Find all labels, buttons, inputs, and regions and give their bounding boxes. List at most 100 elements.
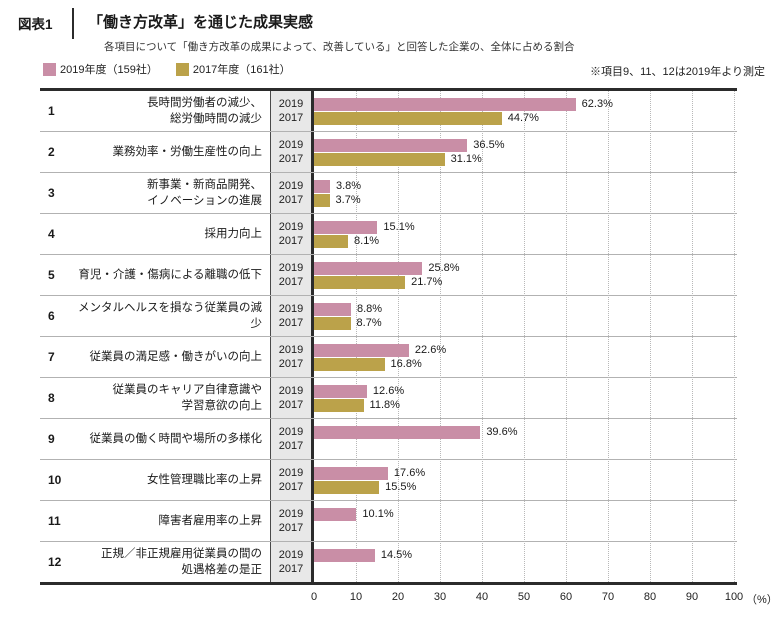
- year-label: 2019: [278, 548, 304, 561]
- bar-value-label: 31.1%: [450, 153, 482, 165]
- bar-line-2019: 39.6%: [314, 425, 737, 439]
- year-label: 2017: [278, 522, 304, 534]
- year-column: 2019 2017: [270, 501, 314, 541]
- bar-value-label: 16.8%: [390, 358, 422, 370]
- row-number: 12: [48, 555, 62, 569]
- bar-line-2017: [314, 440, 737, 453]
- year-column: 2019 2017: [270, 296, 314, 336]
- bar-area: 62.3% 44.7%: [314, 91, 737, 131]
- chart-row: 6 メンタルヘルスを損なう従業員の減少 2019 2017 8.8% 8.7%: [40, 295, 737, 336]
- row-label: 障害者雇用率の上昇: [158, 514, 263, 527]
- axis-tick-label: 60: [559, 591, 573, 603]
- bar-2019: [314, 466, 388, 480]
- year-column: 2019 2017: [270, 173, 314, 213]
- year-column: 2019 2017: [270, 542, 314, 582]
- bar-line-2017: 15.5%: [314, 480, 737, 494]
- chart-row: 11 障害者雇用率の上昇 2019 2017 10.1%: [40, 500, 737, 541]
- bar-line-2019: 22.6%: [314, 343, 737, 357]
- year-column: 2019 2017: [270, 419, 314, 459]
- bar-value-label: 21.7%: [411, 276, 443, 288]
- legend-item-2019: 2019年度（159社）: [43, 61, 158, 77]
- bar-line-2017: 3.7%: [314, 193, 737, 207]
- year-label: 2017: [278, 194, 304, 206]
- bar-line-2017: 11.8%: [314, 398, 737, 412]
- year-label: 2017: [278, 399, 304, 411]
- legend: 2019年度（159社） 2017年度（161社）: [43, 61, 291, 77]
- row-number: 5: [48, 268, 55, 282]
- bar-area: 25.8% 21.7%: [314, 255, 737, 295]
- bar-line-2017: 8.7%: [314, 316, 737, 330]
- year-label: 2017: [278, 317, 304, 329]
- row-label: 業務効率・労働生産性の向上: [112, 145, 263, 158]
- bar-2017: [314, 357, 385, 371]
- year-label: 2017: [278, 153, 304, 165]
- year-column: 2019 2017: [270, 337, 314, 377]
- row-number: 9: [48, 432, 55, 446]
- bar-line-2019: 17.6%: [314, 466, 737, 480]
- row-number: 1: [48, 104, 55, 118]
- year-column: 2019 2017: [270, 255, 314, 295]
- bar-2019: [314, 220, 378, 234]
- bar-2017: [314, 193, 330, 207]
- year-label: 2017: [278, 112, 304, 124]
- row-label: 育児・介護・傷病による離職の低下: [78, 268, 262, 281]
- bar-area: 3.8% 3.7%: [314, 173, 737, 213]
- bar-line-2017: 31.1%: [314, 152, 737, 166]
- bar-2019: [314, 343, 409, 357]
- bar-line-2019: 15.1%: [314, 220, 737, 234]
- axis-tick-label: 20: [391, 591, 405, 603]
- bar-2019: [314, 507, 357, 521]
- year-column: 2019 2017: [270, 214, 314, 254]
- bar-area: 39.6%: [314, 419, 737, 459]
- bar-area: 12.6% 11.8%: [314, 378, 737, 418]
- bar-2019: [314, 384, 367, 398]
- row-number: 8: [48, 391, 55, 405]
- measurement-note: ※項目9、11、12は2019年より測定: [589, 66, 765, 78]
- row-label: 従業員の満足感・働きがいの向上: [89, 350, 263, 363]
- chart-row: 9 従業員の働く時間や場所の多様化 2019 2017 39.6%: [40, 418, 737, 459]
- bar-value-label: 39.6%: [486, 426, 518, 438]
- year-label: 2017: [278, 276, 304, 288]
- bar-value-label: 25.8%: [428, 262, 460, 274]
- legend-label-2017: 2017年度（161社）: [192, 64, 291, 76]
- x-axis: （%） 0 10 20 30 40 50 60 70 80 90 100: [311, 591, 778, 606]
- bar-area: 14.5%: [314, 542, 737, 582]
- bar-value-label: 44.7%: [507, 112, 539, 124]
- year-label: 2017: [278, 235, 304, 247]
- bar-area: 10.1%: [314, 501, 737, 541]
- bar-value-label: 36.5%: [473, 139, 505, 151]
- year-label: 2019: [278, 97, 304, 110]
- axis-tick-label: 40: [475, 591, 489, 603]
- row-number: 4: [48, 227, 55, 241]
- bar-line-2017: 44.7%: [314, 111, 737, 125]
- bar-area: 22.6% 16.8%: [314, 337, 737, 377]
- bar-line-2017: [314, 522, 737, 535]
- bar-value-label: 22.6%: [414, 344, 447, 356]
- year-label: 2019: [278, 507, 304, 520]
- year-column: 2019 2017: [270, 460, 314, 500]
- year-label: 2017: [278, 440, 304, 452]
- bar-2019: [314, 302, 351, 316]
- year-label: 2017: [278, 358, 304, 370]
- row-label: 正規／非正規雇用従業員の間の 処遇格差の是正: [101, 547, 262, 576]
- row-label: 新事業・新商品開発、 イノベーションの進展: [147, 178, 262, 207]
- bar-value-label: 3.8%: [335, 180, 362, 192]
- row-label: メンタルヘルスを損なう従業員の減少: [78, 301, 262, 330]
- chart-row: 12 正規／非正規雇用従業員の間の 処遇格差の是正 2019 2017 14.5%: [40, 541, 737, 582]
- bar-value-label: 12.6%: [372, 385, 405, 397]
- axis-tick-label: 10: [349, 591, 363, 603]
- bar-2019: [314, 97, 576, 111]
- bar-2019: [314, 138, 468, 152]
- bar-2019: [314, 179, 330, 193]
- chart-body: 1 長時間労働者の減少、 総労働時間の減少 2019 2017 62.3% 44.…: [40, 91, 737, 582]
- row-number: 3: [48, 186, 55, 200]
- chart-row: 1 長時間労働者の減少、 総労働時間の減少 2019 2017 62.3% 44.…: [40, 91, 737, 131]
- bar-value-label: 62.3%: [581, 98, 613, 110]
- row-label: 従業員の働く時間や場所の多様化: [89, 432, 263, 445]
- row-label: 長時間労働者の減少、 総労働時間の減少: [147, 96, 262, 125]
- bar-line-2017: 8.1%: [314, 234, 737, 248]
- bar-value-label: 14.5%: [380, 549, 413, 561]
- year-column: 2019 2017: [270, 132, 314, 172]
- bar-area: 15.1% 8.1%: [314, 214, 737, 254]
- bar-2017: [314, 234, 349, 248]
